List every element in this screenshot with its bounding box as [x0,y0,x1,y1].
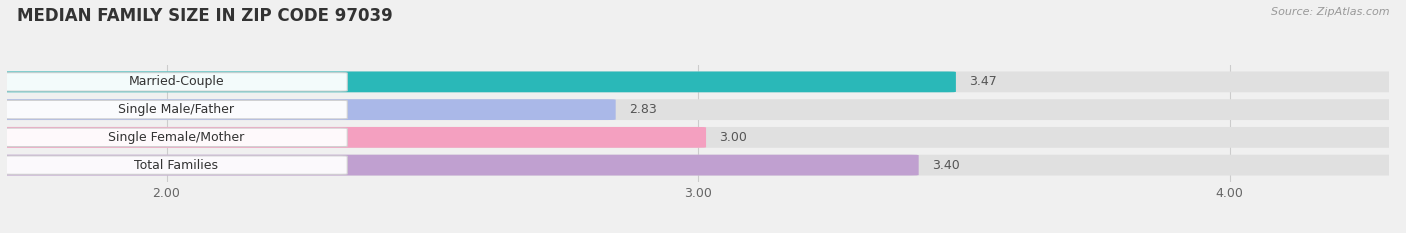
FancyBboxPatch shape [0,72,1398,92]
FancyBboxPatch shape [4,100,347,119]
FancyBboxPatch shape [4,128,347,147]
Text: 3.40: 3.40 [932,159,960,171]
FancyBboxPatch shape [0,72,956,92]
FancyBboxPatch shape [0,155,1398,175]
Text: 2.83: 2.83 [628,103,657,116]
Text: Total Families: Total Families [134,159,218,171]
FancyBboxPatch shape [0,127,706,148]
FancyBboxPatch shape [0,155,918,175]
FancyBboxPatch shape [0,99,1398,120]
FancyBboxPatch shape [4,73,347,91]
Text: Single Female/Mother: Single Female/Mother [108,131,245,144]
Text: 3.00: 3.00 [720,131,747,144]
Text: Source: ZipAtlas.com: Source: ZipAtlas.com [1271,7,1389,17]
Text: 3.47: 3.47 [969,75,997,88]
FancyBboxPatch shape [0,127,1398,148]
FancyBboxPatch shape [0,99,616,120]
Text: Married-Couple: Married-Couple [128,75,224,88]
Text: Single Male/Father: Single Male/Father [118,103,233,116]
FancyBboxPatch shape [4,156,347,174]
Text: MEDIAN FAMILY SIZE IN ZIP CODE 97039: MEDIAN FAMILY SIZE IN ZIP CODE 97039 [17,7,392,25]
